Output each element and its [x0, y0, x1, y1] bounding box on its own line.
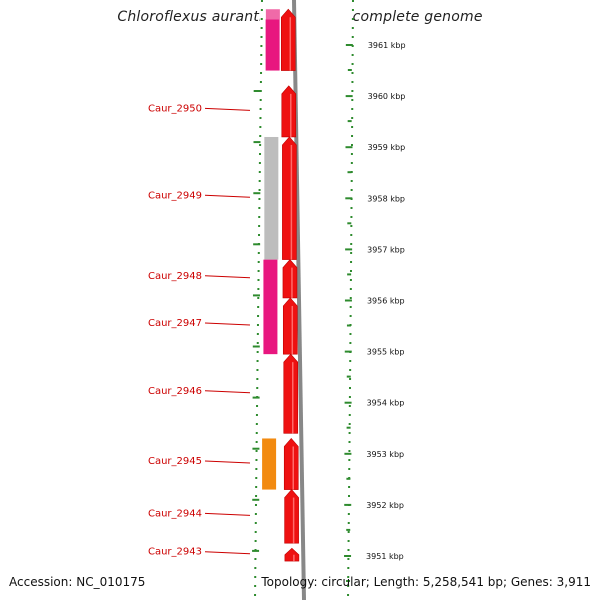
gene-label-leader	[204, 512, 251, 516]
gene-label: Caur_2944	[148, 508, 202, 519]
gene-arrow	[281, 85, 297, 138]
ruler-label: 3960 kbp	[368, 92, 406, 101]
ruler-label: 3957 kbp	[367, 245, 405, 254]
gene-label-leader	[204, 460, 251, 464]
accession-text: Accession: NC_010175	[9, 575, 146, 589]
gene-arrow	[283, 353, 299, 434]
gene-label-leader	[204, 107, 251, 111]
feature-bar-orange	[262, 438, 277, 490]
feature-bar-magenta	[265, 19, 280, 71]
gene-label-leader	[204, 275, 251, 279]
ruler-label: 3953 kbp	[366, 450, 404, 459]
gene-label-leader	[204, 390, 251, 394]
gene-label-leader	[204, 194, 251, 198]
gene-label: Caur_2946	[148, 386, 202, 397]
gene-label: Caur_2950	[148, 103, 202, 114]
gene-label-leader	[204, 551, 251, 555]
ruler-label: 3958 kbp	[367, 194, 405, 203]
genome-summary-text: Topology: circular; Length: 5,258,541 bp…	[261, 575, 591, 589]
gene-label: Caur_2943	[148, 547, 202, 558]
gene-arrow	[282, 136, 297, 260]
ruler-label: 3955 kbp	[367, 348, 405, 357]
ruler-label: 3961 kbp	[368, 41, 406, 50]
ruler-label: 3956 kbp	[367, 297, 405, 306]
gene-label-leader	[204, 322, 251, 326]
gene-label: Caur_2949	[148, 190, 202, 201]
gene-arrow	[283, 438, 299, 490]
map-band	[258, 0, 352, 600]
gene-arrow	[284, 547, 300, 562]
gene-arrow	[280, 8, 296, 71]
gene-arrow	[282, 259, 298, 299]
gene-label: Caur_2947	[148, 318, 202, 329]
ruler-label: 3952 kbp	[366, 501, 404, 510]
gene-arrow	[284, 489, 299, 544]
ruler-label: 3959 kbp	[367, 143, 405, 152]
gene-arrow	[282, 297, 298, 355]
ruler-label: 3954 kbp	[367, 399, 405, 408]
feature-bar-magenta	[263, 259, 278, 355]
backbone-line	[292, 0, 306, 600]
gene-label: Caur_2945	[148, 456, 202, 467]
gene-label: Caur_2948	[148, 271, 202, 282]
ruler-label: 3951 kbp	[366, 552, 404, 561]
feature-bar-gray	[264, 136, 279, 260]
feature-bar-pink	[265, 9, 280, 20]
